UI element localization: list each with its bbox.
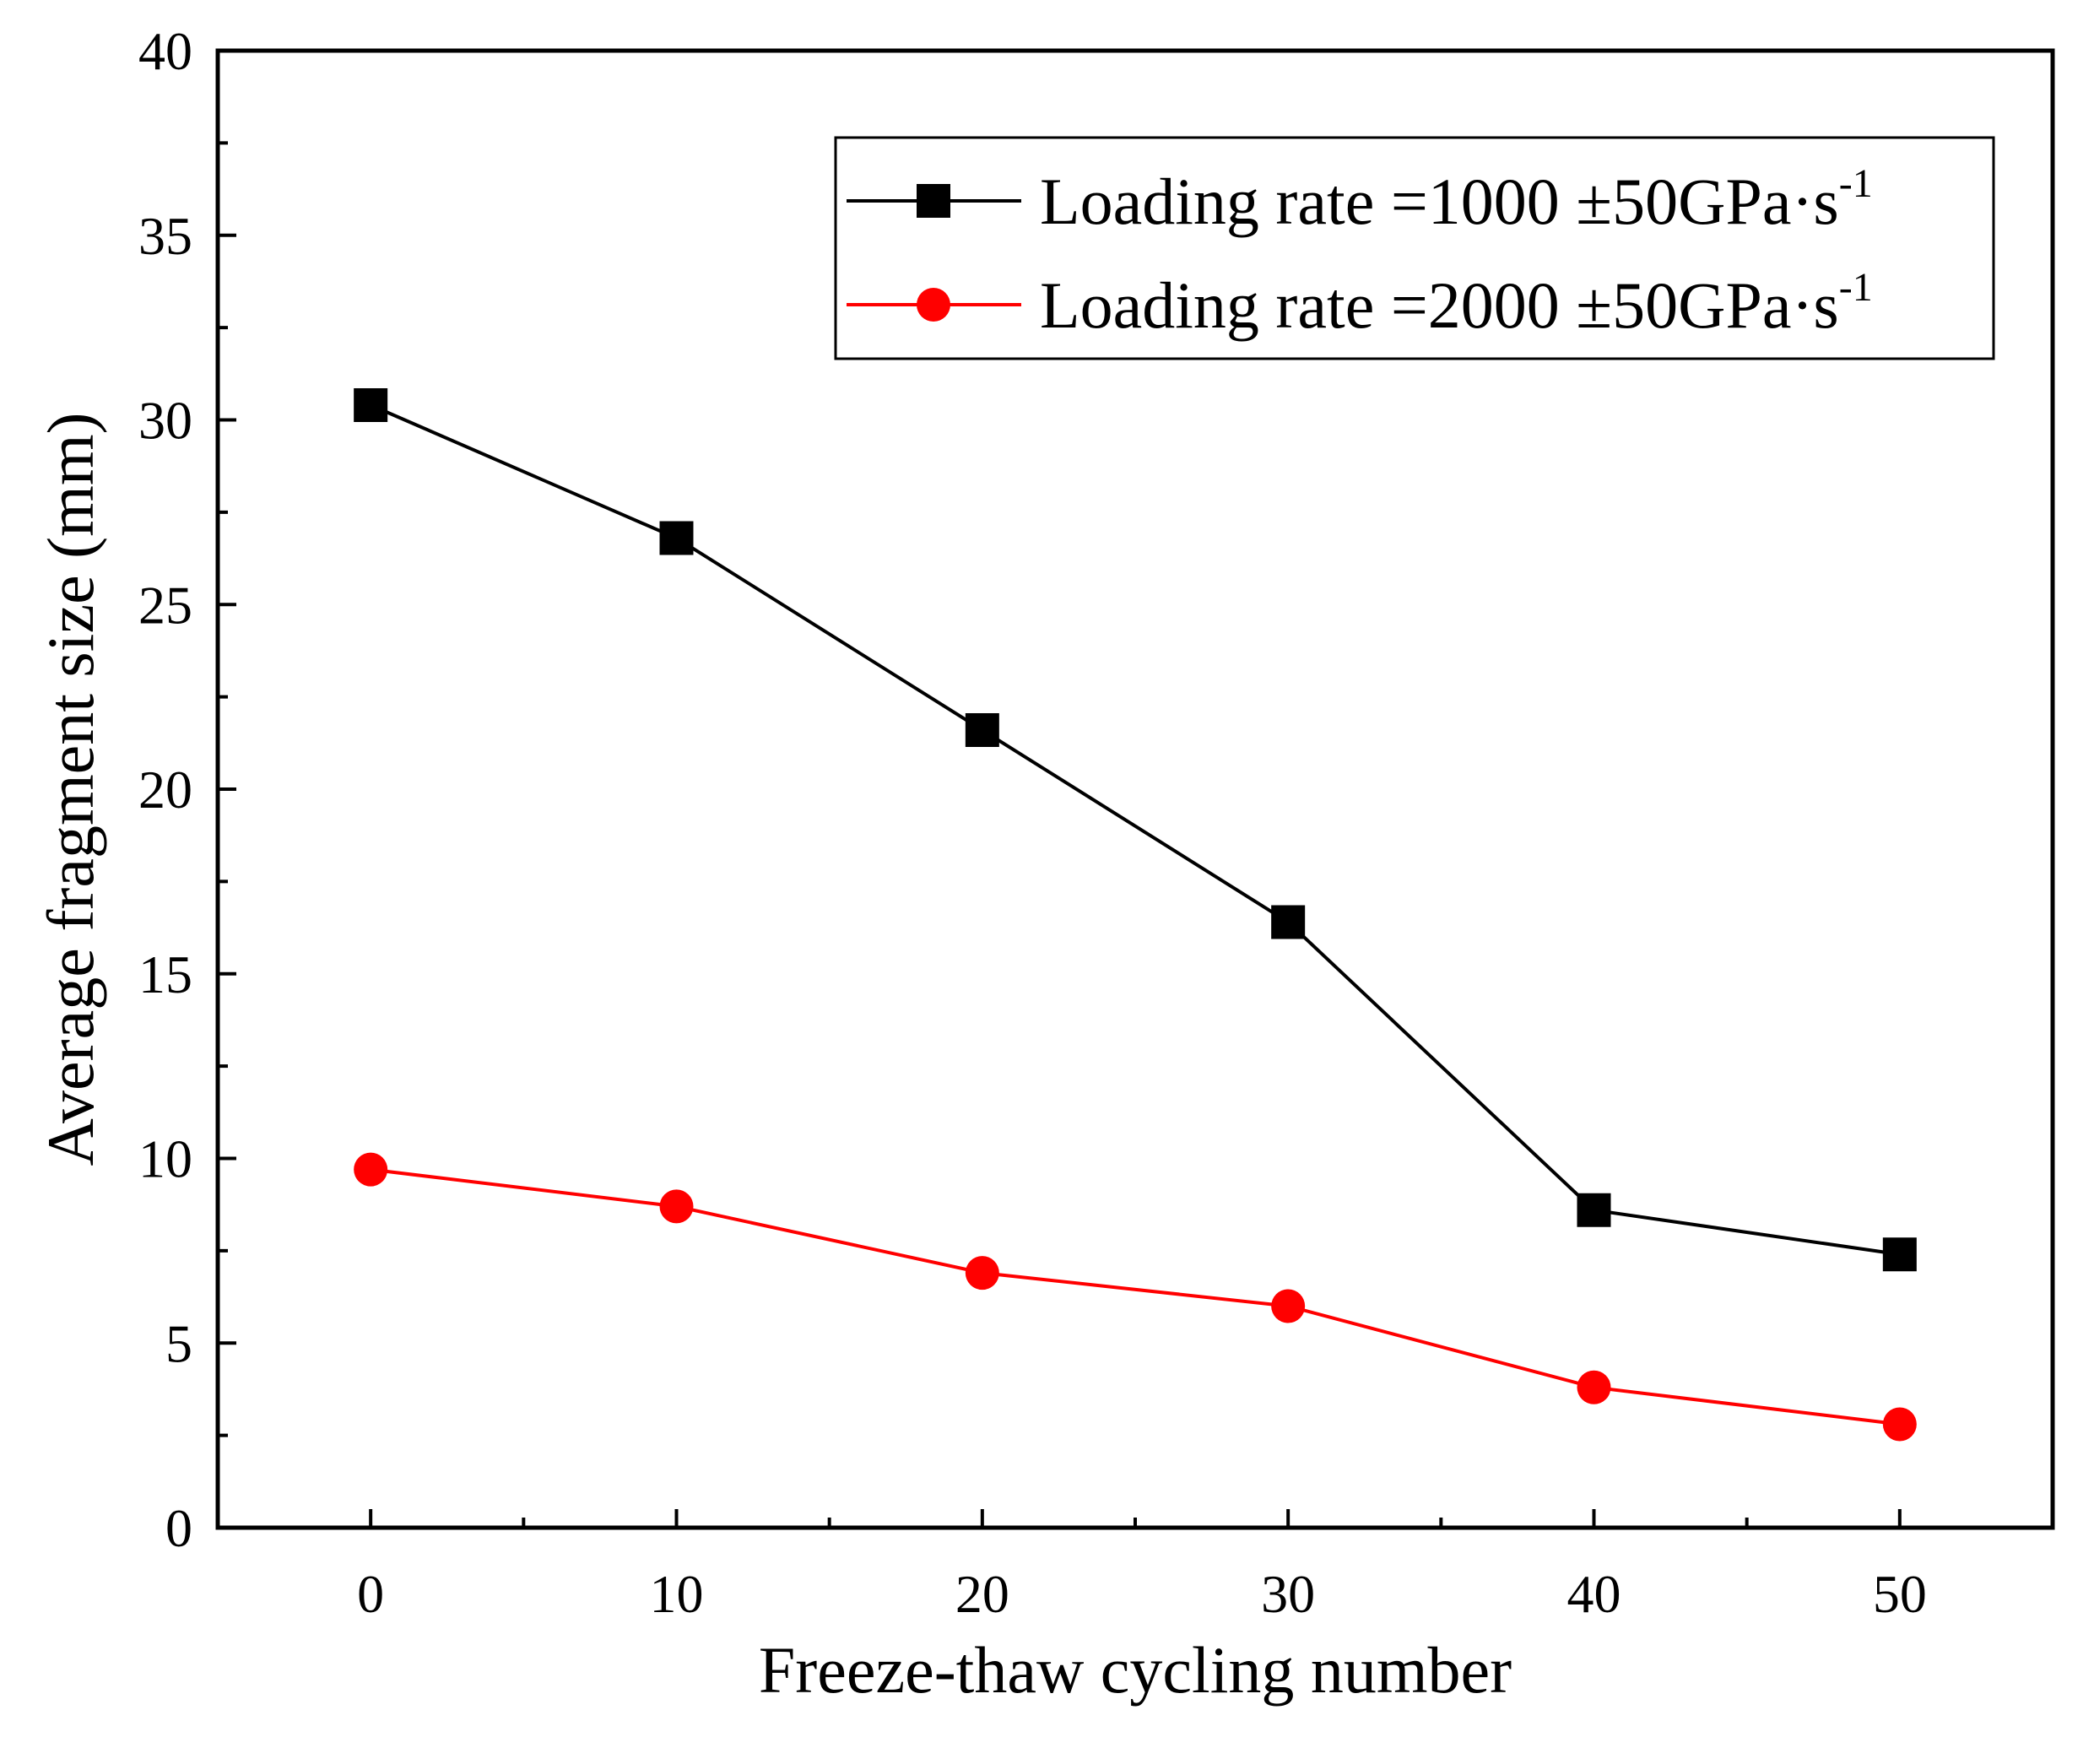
y-tick-label: 5	[165, 1313, 192, 1373]
x-tick-label: 10	[650, 1564, 704, 1624]
y-tick-label: 15	[138, 944, 192, 1004]
y-tick-label: 25	[138, 575, 192, 635]
legend-label: Loading rate =1000 ±50GPa·s-1	[1040, 161, 1873, 238]
data-point-circle	[917, 288, 950, 322]
y-tick-label: 35	[138, 206, 192, 266]
data-point-square	[1271, 905, 1306, 939]
series-layer	[354, 388, 1917, 1442]
y-tick-label: 40	[138, 21, 192, 81]
legend-label-superscript: -1	[1839, 161, 1873, 206]
legend-label: Loading rate =2000 ±50GPa·s-1	[1040, 265, 1873, 342]
legend: Loading rate =1000 ±50GPa·s-1 Loading rat…	[834, 136, 1995, 360]
legend-label-superscript: -1	[1839, 265, 1873, 310]
data-point-circle	[1271, 1289, 1306, 1323]
y-axis-title: Average fragment size (mm)	[34, 413, 107, 1166]
y-tick-label: 0	[165, 1498, 192, 1558]
y-tick-label: 20	[138, 760, 192, 820]
series-line	[370, 403, 1901, 1257]
data-point-square	[917, 184, 950, 218]
data-point-square	[965, 713, 999, 747]
series-line	[370, 1167, 1901, 1426]
data-point-square	[1882, 1237, 1917, 1272]
x-tick-label: 30	[1261, 1564, 1315, 1624]
legend-entries: Loading rate =1000 ±50GPa·s-1 Loading rat…	[847, 161, 1873, 342]
data-point-circle	[965, 1256, 999, 1291]
x-axis-title: Freeze-thaw cycling number	[759, 1633, 1512, 1707]
x-tick-label: 0	[357, 1564, 384, 1624]
x-tick-label: 40	[1567, 1564, 1621, 1624]
data-point-circle	[1577, 1370, 1611, 1404]
data-point-circle	[659, 1189, 694, 1224]
data-point-square	[354, 388, 388, 422]
data-point-square	[659, 521, 694, 555]
data-point-square	[1577, 1193, 1611, 1227]
data-point-circle	[354, 1152, 388, 1187]
x-axis-ticks: 0 10 20 30 40 50	[357, 1509, 1927, 1624]
data-point-circle	[1882, 1407, 1917, 1442]
y-tick-label: 10	[138, 1129, 192, 1189]
y-axis-ticks: 0 5 10 15 20 25 30 35 40	[138, 21, 236, 1558]
x-tick-label: 50	[1873, 1564, 1927, 1624]
x-tick-label: 20	[955, 1564, 1009, 1624]
plot-frame	[215, 48, 2055, 1530]
legend-box	[834, 136, 1995, 360]
y-tick-label: 30	[138, 391, 192, 451]
